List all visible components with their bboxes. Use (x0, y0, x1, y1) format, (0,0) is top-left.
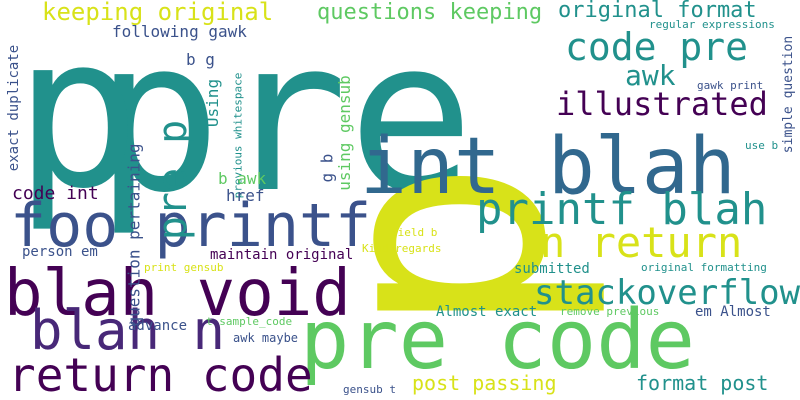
word-keeping-original: keeping original (42, 0, 274, 26)
word-awk-maybe: awk maybe (233, 331, 299, 345)
word-n-return: n return (540, 218, 743, 267)
word-simple-question: simple question (780, 35, 796, 153)
word-maintain-original: maintain original (210, 247, 354, 263)
word-format-post: format post (636, 371, 769, 395)
word-post-passing: post passing (412, 371, 557, 395)
word-return-code: return code (8, 348, 313, 400)
word-code-pre: code pre (565, 25, 749, 69)
word-t-sample-code: t sample_code (206, 315, 293, 328)
word-printf-blah: printf blah (476, 184, 768, 235)
word-original-format: original format (558, 0, 757, 23)
word-blah-n: blah n (30, 299, 226, 362)
word-using-gensub: using gensub (334, 75, 354, 191)
word-advance: advance (128, 318, 188, 334)
word-foo-printf: foo printf (10, 191, 372, 261)
word-blah-void: blah void (4, 257, 351, 331)
word-following-gawk: following gawk (112, 22, 247, 41)
word-question-pertaining: question pertaining (124, 143, 144, 327)
word-field-b: field b (391, 226, 438, 239)
word-pre-code: pre code (300, 293, 695, 388)
word-exact-duplicate: exact duplicate (6, 44, 23, 172)
word-kind-regards: Kind regards (362, 242, 442, 255)
word-submitted: submitted (514, 261, 590, 277)
word-awk: awk (625, 59, 676, 92)
word-remove-previous: remove previous (560, 305, 660, 318)
word-b-awk: b awk (218, 169, 267, 188)
word-code-int: code int (12, 183, 99, 204)
word-use-b: use b (745, 139, 779, 152)
word-b-g: b g (186, 50, 215, 69)
word-p-large: p (14, 0, 141, 235)
word-gawk-print: gawk print (697, 79, 764, 92)
word-stackoverflow: stackoverflow (534, 273, 800, 313)
word-almost-exact: Almost exact (436, 304, 538, 320)
word-gensub-t: gensub t (343, 383, 396, 396)
word-illustrated: illustrated (556, 85, 768, 123)
word-questions-keeping: questions keeping (317, 0, 543, 25)
word-original-formatting: original formatting (641, 261, 767, 274)
word-print-gensub: print gensub (144, 261, 224, 274)
word-regular-expressions: regular expressions (649, 18, 775, 31)
word-pre-p: pre p (150, 119, 197, 241)
word-int-blah: int blah (360, 122, 736, 212)
word-g-b: g b (316, 153, 336, 183)
word-person-em: person em (22, 244, 98, 260)
word-em-almost: em Almost (695, 304, 771, 320)
word-using: Using (203, 78, 223, 128)
word-pre-large: pre (95, 0, 475, 239)
word-href: href (226, 186, 265, 205)
